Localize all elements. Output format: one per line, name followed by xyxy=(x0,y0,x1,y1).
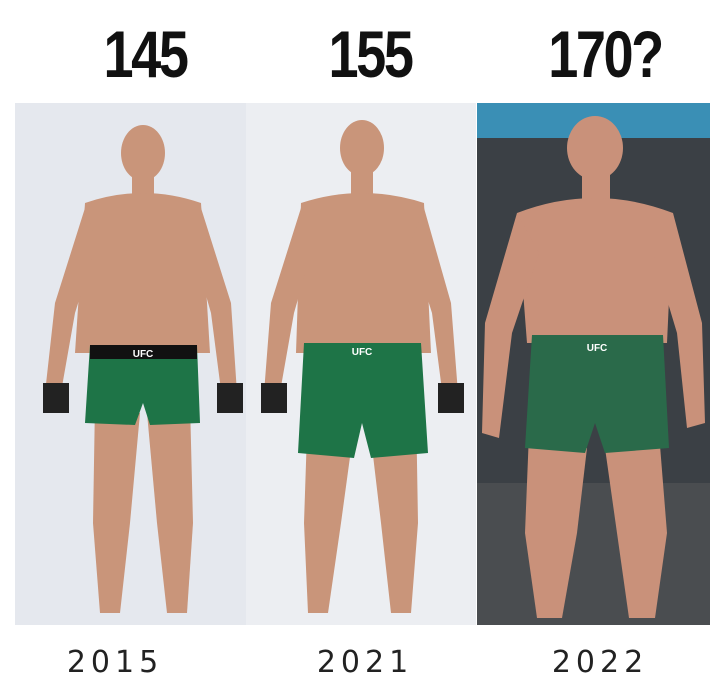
photo-2021: UFC xyxy=(246,103,476,625)
weight-label-2015: 145 xyxy=(103,17,189,91)
weight-label-2022: 170? xyxy=(548,17,664,91)
photo-2015: UFC xyxy=(15,103,246,625)
ufc-logo: UFC xyxy=(352,347,373,358)
photo-2022: UFC xyxy=(477,103,710,625)
year-label-2021: 2021 xyxy=(316,645,414,680)
year-label-2015: 2015 xyxy=(66,645,164,680)
weight-label-2021: 155 xyxy=(328,17,414,91)
ufc-logo: UFC xyxy=(133,349,154,360)
year-label-2022: 2022 xyxy=(551,645,649,680)
ufc-logo: UFC xyxy=(587,343,608,354)
